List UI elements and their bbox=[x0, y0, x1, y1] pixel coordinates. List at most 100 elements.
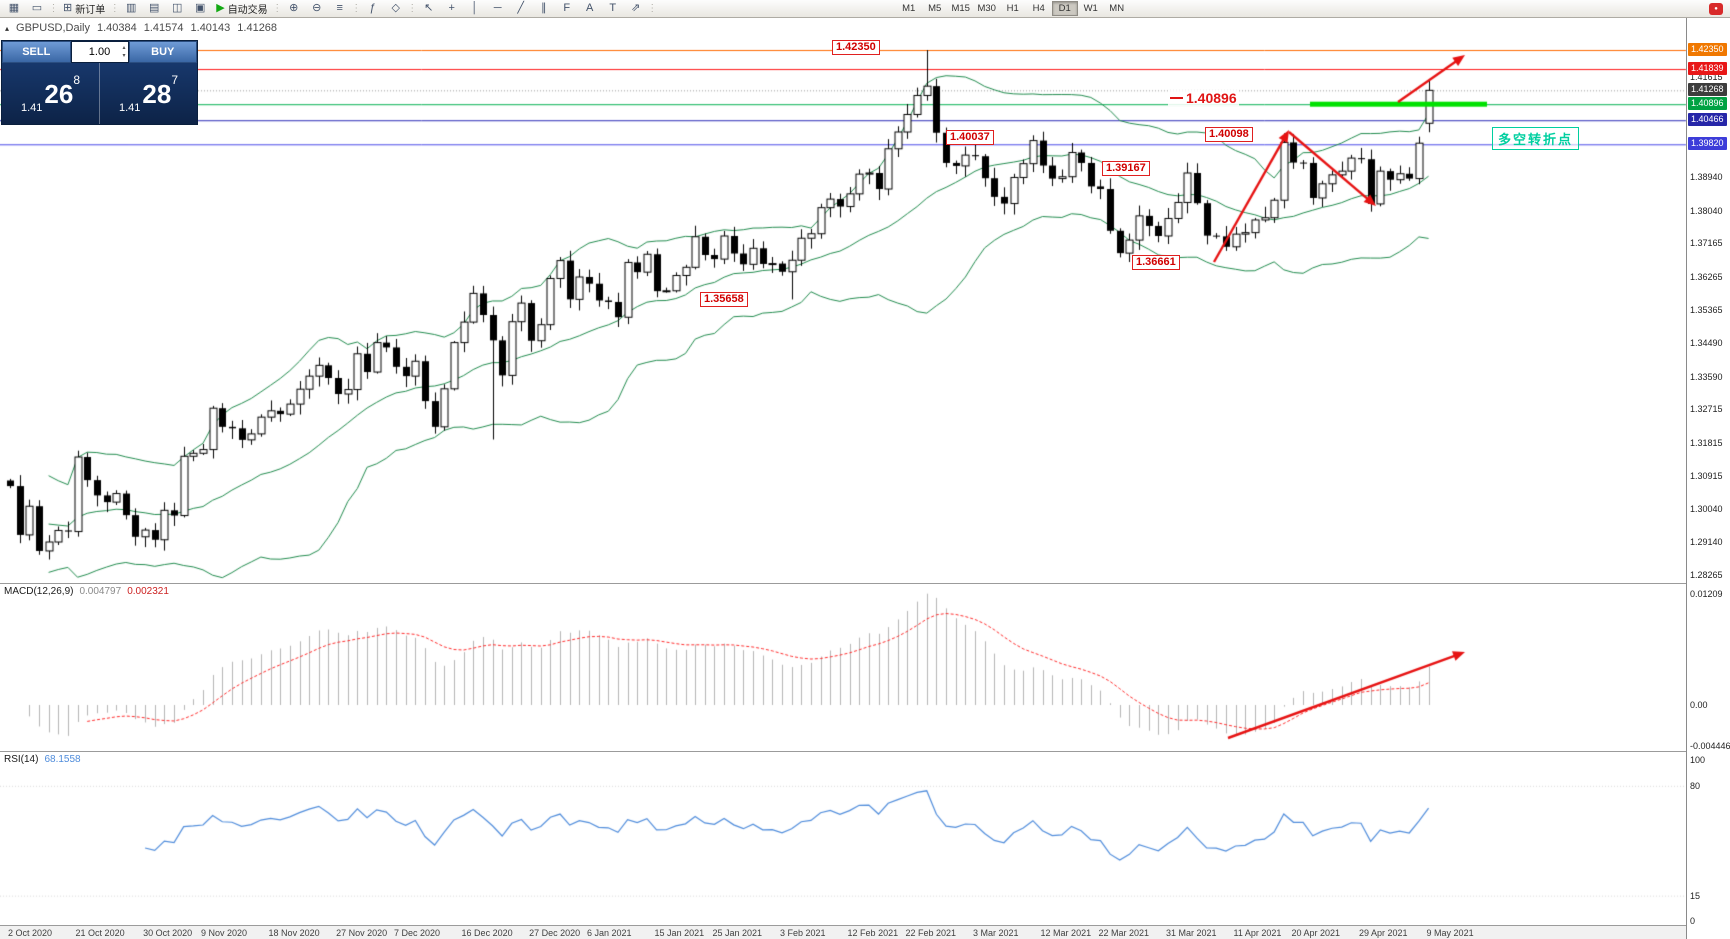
price-axis-label-1.41839: 1.41839 bbox=[1688, 62, 1727, 76]
sell-price-prefix: 1.41 bbox=[20, 102, 43, 114]
date-axis-tick: 16 Dec 2020 bbox=[461, 928, 513, 938]
zoom-out-icon-glyph: ⊖ bbox=[312, 2, 322, 14]
date-axis-tick: 3 Feb 2021 bbox=[780, 928, 826, 938]
price-callout-1.42350[interactable]: 1.42350 bbox=[832, 40, 880, 55]
timeframe-mn[interactable]: MN bbox=[1109, 3, 1125, 14]
price-axis-tick: 1.38940 bbox=[1690, 172, 1723, 183]
objects-list-icon[interactable]: ◇ bbox=[385, 1, 407, 17]
price-callout-1.35658[interactable]: 1.35658 bbox=[700, 292, 748, 307]
notification-icon[interactable]: ● bbox=[1709, 2, 1723, 15]
timeframe-m1[interactable]: M1 bbox=[902, 3, 916, 14]
date-axis-tick: 30 Oct 2020 bbox=[143, 928, 193, 938]
collapse-one-click-icon[interactable]: ▴ bbox=[5, 23, 10, 33]
macd-axis-tick: 0.01209 bbox=[1690, 588, 1723, 599]
vertical-line-icon[interactable]: │ bbox=[464, 1, 486, 17]
navigator-icon-glyph: ◫ bbox=[172, 2, 183, 14]
market-watch-icon[interactable]: ▥ bbox=[120, 1, 142, 17]
ohlc-low: 1.40143 bbox=[190, 22, 231, 34]
price-axis-tick: 1.31815 bbox=[1690, 437, 1723, 448]
channel-icon[interactable]: ∥ bbox=[533, 1, 555, 17]
profiles-icon[interactable]: ▭ bbox=[26, 1, 48, 17]
horizontal-line-icon[interactable]: ─ bbox=[487, 1, 509, 17]
price-axis-tick: 1.28265 bbox=[1690, 569, 1723, 580]
price-axis-tick: 1.30040 bbox=[1690, 503, 1723, 514]
navigator-icon[interactable]: ◫ bbox=[166, 1, 188, 17]
tile-windows-icon[interactable]: ≡ bbox=[329, 1, 351, 17]
main-macd-separator[interactable] bbox=[0, 583, 1730, 584]
volume-input[interactable]: 1.00 ▴ ▾ bbox=[70, 41, 129, 63]
fibonacci-icon[interactable]: F bbox=[556, 1, 578, 17]
date-axis-tick: 25 Jan 2021 bbox=[712, 928, 762, 938]
zoom-out-icon[interactable]: ⊖ bbox=[306, 1, 328, 17]
date-axis-tick: 2 Oct 2020 bbox=[8, 928, 53, 938]
timeframe-m5[interactable]: M5 bbox=[928, 3, 942, 14]
price-axis-label-1.40896: 1.40896 bbox=[1688, 97, 1727, 111]
timeframe-m30[interactable]: M30 bbox=[977, 3, 996, 14]
autotrading-button-label: 自动交易 bbox=[227, 5, 268, 16]
date-axis-tick: 11 Apr 2021 bbox=[1233, 928, 1282, 938]
terminal-icon[interactable]: ▣ bbox=[189, 1, 211, 17]
data-window-icon[interactable]: ▤ bbox=[143, 1, 165, 17]
sell-button[interactable]: SELL bbox=[2, 41, 71, 63]
turning-point-annotation[interactable]: 多空转折点 bbox=[1492, 127, 1580, 150]
price-axis-tick: 1.35365 bbox=[1690, 305, 1723, 316]
toolbar-separator: ⋮ bbox=[647, 3, 658, 14]
ohlc-open: 1.40384 bbox=[96, 22, 137, 34]
text-label-icon[interactable]: T bbox=[602, 1, 624, 17]
autotrading-button[interactable]: ▶ 自动交易 bbox=[212, 1, 271, 17]
volume-down-icon[interactable]: ▾ bbox=[122, 53, 126, 59]
zoom-in-icon[interactable]: ⊕ bbox=[283, 1, 305, 17]
toolbar-separator: ⋮ bbox=[272, 3, 283, 14]
chart-symbol-header: ▴ GBPUSD,Daily 1.40384 1.41574 1.40143 1… bbox=[5, 22, 277, 34]
level-label-140896[interactable]: 1.40896 bbox=[1168, 90, 1239, 106]
ohlc-close: 1.41268 bbox=[237, 22, 278, 34]
date-axis-tick: 3 Mar 2021 bbox=[973, 928, 1019, 938]
price-callout-1.39167[interactable]: 1.39167 bbox=[1102, 161, 1150, 176]
date-axis-tick: 12 Mar 2021 bbox=[1040, 928, 1092, 938]
volume-value[interactable]: 1.00 bbox=[88, 46, 111, 58]
price-callout-1.40098[interactable]: 1.40098 bbox=[1205, 127, 1253, 142]
price-axis-label-1.39820: 1.39820 bbox=[1688, 137, 1727, 151]
arrows-icon[interactable]: ⇗ bbox=[625, 1, 647, 17]
timeframe-h1[interactable]: H1 bbox=[1006, 3, 1019, 14]
timeframe-d1[interactable]: D1 bbox=[1051, 1, 1078, 16]
vertical-line-icon-glyph: │ bbox=[471, 2, 479, 14]
price-axis-tick: 1.41615 bbox=[1690, 72, 1723, 83]
date-axis[interactable]: 2 Oct 2020 21 Oct 2020 30 Oct 2020 9 Nov 20… bbox=[0, 925, 1686, 939]
rsi-axis-tick: 80 bbox=[1690, 780, 1701, 791]
price-axis-tick: 1.32715 bbox=[1690, 404, 1723, 415]
price-callout-1.36661[interactable]: 1.36661 bbox=[1132, 255, 1180, 270]
buy-price-button[interactable]: 1.41 28 7 bbox=[100, 63, 197, 124]
new-order-button[interactable]: ⊞ 新订单 bbox=[59, 1, 109, 17]
trendline-icon[interactable]: ╱ bbox=[510, 1, 532, 17]
crosshair-icon[interactable]: + bbox=[441, 1, 463, 17]
timeframe-h4[interactable]: H4 bbox=[1032, 3, 1045, 14]
price-callout-1.40037[interactable]: 1.40037 bbox=[946, 130, 994, 145]
toolbar-right: ● bbox=[1709, 2, 1727, 15]
timeframe-m15[interactable]: M15 bbox=[951, 3, 970, 14]
sell-price-button[interactable]: 1.41 26 8 bbox=[2, 63, 99, 124]
volume-spinner: ▴ ▾ bbox=[122, 44, 125, 60]
sell-price-sup: 8 bbox=[73, 73, 81, 87]
volume-up-icon[interactable]: ▴ bbox=[122, 45, 126, 51]
timeframe-w1[interactable]: W1 bbox=[1083, 3, 1098, 14]
macd-rsi-separator[interactable] bbox=[0, 751, 1730, 752]
cursor-icon[interactable]: ↖ bbox=[418, 1, 440, 17]
rsi-title: RSI(14) bbox=[4, 754, 39, 765]
macd-axis-tick: -0.004446 bbox=[1690, 740, 1730, 751]
indicators-icon[interactable]: ƒ bbox=[362, 1, 384, 17]
chart-window: ▴ GBPUSD,Daily 1.40384 1.41574 1.40143 1… bbox=[0, 18, 1730, 939]
new-chart-icon[interactable]: ▦ bbox=[3, 1, 25, 17]
macd-label: MACD(12,26,9) 0.004797 0.002321 bbox=[4, 586, 169, 597]
chart-canvas[interactable] bbox=[0, 18, 1730, 939]
buy-button[interactable]: BUY bbox=[128, 41, 197, 63]
date-axis-tick: 18 Nov 2020 bbox=[268, 928, 320, 938]
arrows-icon-glyph: ⇗ bbox=[631, 2, 641, 14]
zoom-in-icon-glyph: ⊕ bbox=[289, 2, 299, 14]
date-axis-tick: 22 Feb 2021 bbox=[905, 928, 956, 938]
one-click-trading-panel: SELL 1.00 ▴ ▾ BUY 1.41 26 8 1.41 28 7 bbox=[1, 40, 198, 125]
price-axis[interactable]: 1.41615 1.38940 1.38040 1.37165 1.36265 1.353… bbox=[1686, 18, 1730, 939]
market-watch-icon-glyph: ▥ bbox=[126, 2, 137, 14]
macd-axis-tick: 0.00 bbox=[1690, 700, 1708, 710]
text-icon[interactable]: A bbox=[579, 1, 601, 17]
